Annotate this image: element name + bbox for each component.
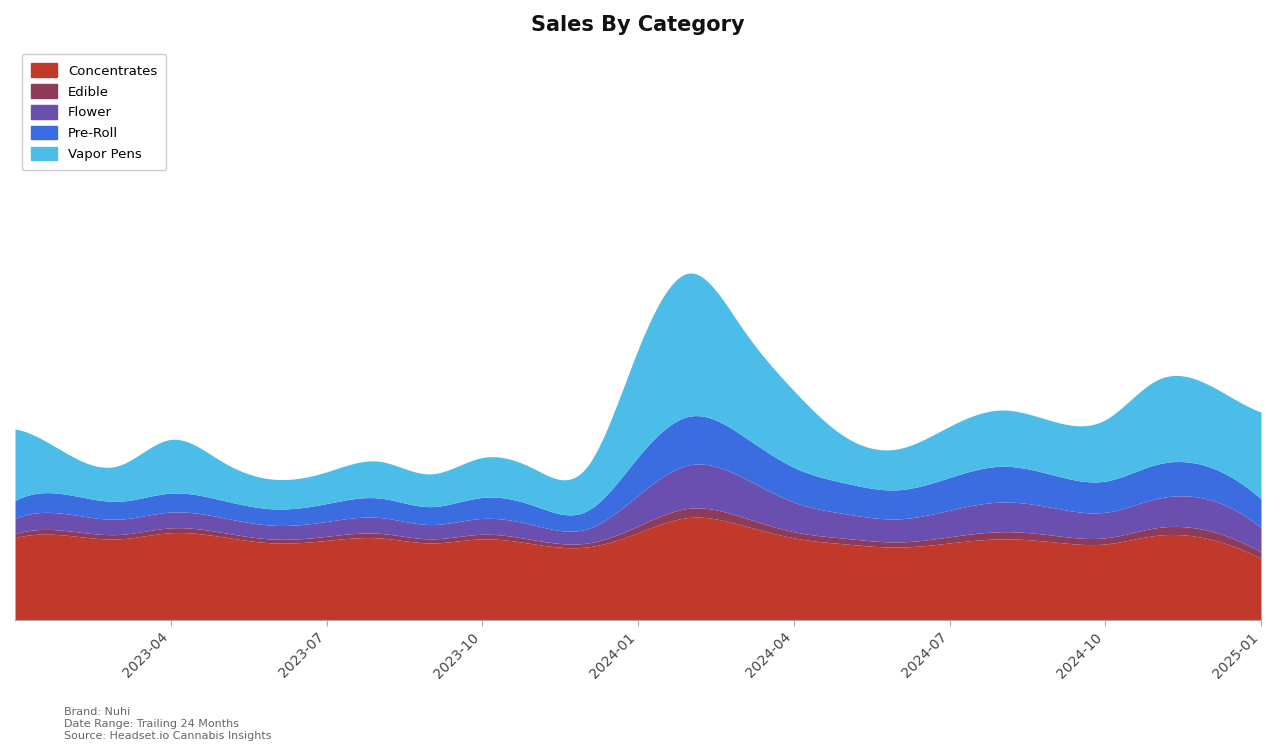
Title: Sales By Category: Sales By Category <box>531 15 745 35</box>
Legend: Concentrates, Edible, Flower, Pre-Roll, Vapor Pens: Concentrates, Edible, Flower, Pre-Roll, … <box>22 55 166 171</box>
Text: Brand: Nuhi
Date Range: Trailing 24 Months
Source: Headset.io Cannabis Insights: Brand: Nuhi Date Range: Trailing 24 Mont… <box>64 708 272 741</box>
